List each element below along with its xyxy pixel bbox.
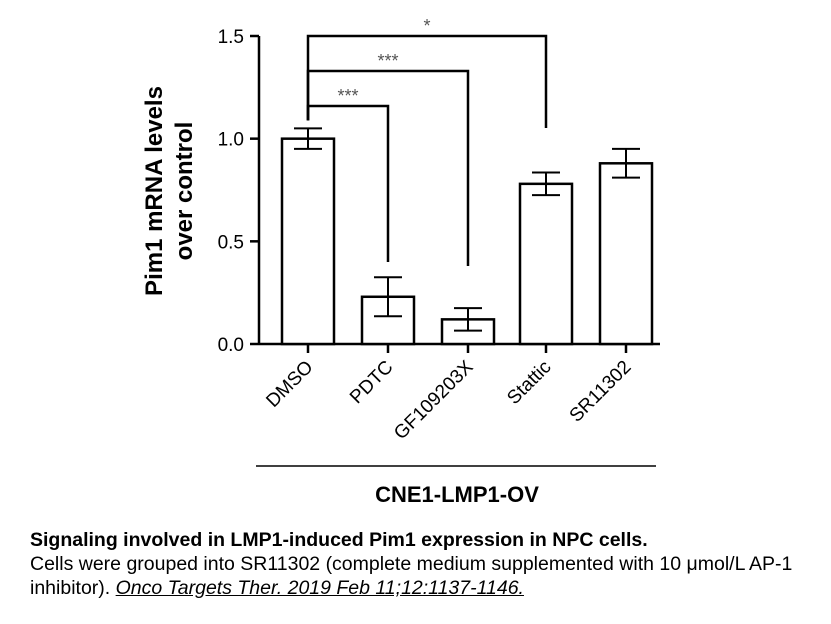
significance-label: *** [337,86,358,106]
significance-label: * [423,16,430,36]
significance-label: *** [377,51,398,71]
significance-brackets: ******* [306,16,548,266]
group-label: CNE1-LMP1-OV [375,482,539,507]
y-tick-label: 1.5 [218,27,244,48]
bar-sr11302 [598,162,654,346]
x-tick-label: PDTC [346,357,397,408]
caption-body: Cells were grouped into SR11302 (complet… [30,553,793,599]
significance-bracket [306,34,548,128]
x-tick-label: DMSO [262,357,317,412]
x-tick-label: SR11302 [566,357,636,427]
bar-stattic [518,182,574,346]
y-tick-label: 0.5 [218,232,244,253]
caption-title: Signaling involved in LMP1-induced Pim1 … [30,529,648,551]
y-tick-label: 1.0 [218,130,244,151]
y-tick-label: 0.0 [218,335,244,356]
figure-caption: Signaling involved in LMP1-induced Pim1 … [30,528,830,600]
caption-citation[interactable]: Onco Targets Ther. 2019 Feb 11;12:1137-1… [115,577,524,599]
y-axis-label-line2: over control [171,122,198,261]
bar-dmso [280,137,336,346]
x-tick-label: Stattic [503,357,555,409]
x-tick-label: GF109203X [390,356,478,444]
y-axis-label-line1: Pim1 mRNA levels [141,86,168,296]
